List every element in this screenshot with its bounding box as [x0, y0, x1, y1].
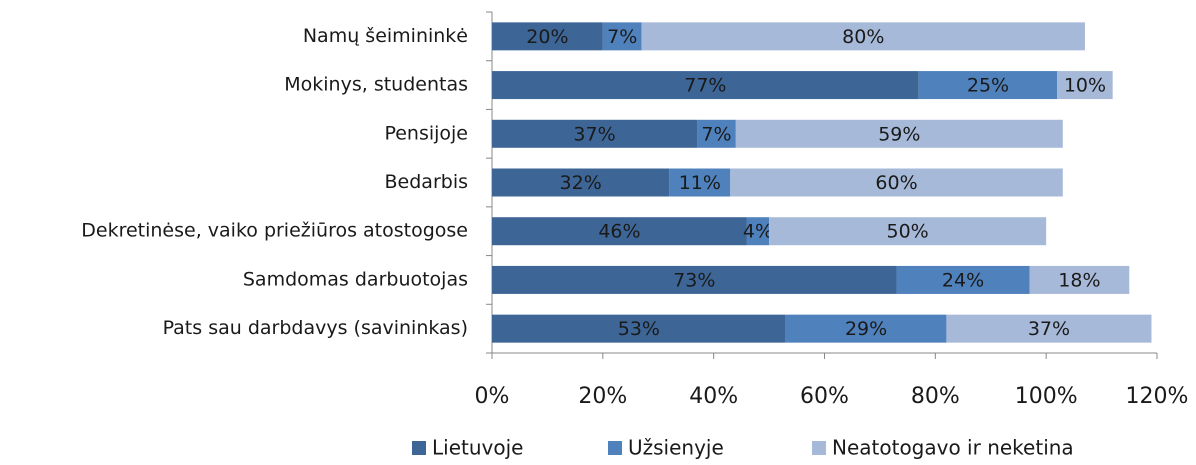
- x-tick-label: 120%: [1126, 384, 1189, 409]
- bar-segment: [492, 217, 747, 246]
- bar-segment: [735, 119, 1063, 148]
- bar-segment: [785, 314, 947, 343]
- category-label: Namų šeimininkė: [303, 25, 468, 47]
- data-label: 7%: [607, 26, 637, 48]
- category-label: Bedarbis: [385, 171, 468, 193]
- category-label: Pats sau darbdavys (savininkas): [163, 317, 468, 339]
- data-label: 25%: [967, 75, 1009, 97]
- bar-segment: [769, 217, 1047, 246]
- bar-segment: [697, 119, 736, 148]
- bar-segment: [896, 265, 1030, 294]
- category-label: Pensijoje: [384, 122, 468, 144]
- data-label: 37%: [1028, 318, 1070, 340]
- legend-swatch: [812, 441, 826, 455]
- data-label: 50%: [887, 221, 929, 243]
- bar-segment: [918, 71, 1058, 100]
- x-tick-label: 40%: [689, 384, 738, 409]
- legend-label: Užsienyje: [628, 436, 724, 460]
- data-label: 24%: [942, 269, 984, 291]
- data-label: 32%: [560, 172, 602, 194]
- category-label: Dekretinėse, vaiko priežiūros atostogose: [81, 220, 468, 242]
- data-label: 20%: [526, 26, 568, 48]
- legend-swatch: [608, 441, 622, 455]
- bar-segment: [641, 22, 1085, 51]
- x-tick-label: 80%: [911, 384, 960, 409]
- data-label: 37%: [573, 123, 615, 145]
- data-label: 73%: [673, 269, 715, 291]
- bar-segment: [492, 22, 603, 51]
- data-label: 10%: [1064, 75, 1106, 97]
- data-label: 18%: [1058, 269, 1100, 291]
- bar-segment: [492, 265, 897, 294]
- bar-segment: [492, 71, 919, 100]
- data-label: 53%: [618, 318, 660, 340]
- data-label: 4%: [743, 221, 773, 243]
- legend-swatch: [412, 441, 426, 455]
- bar-segment: [730, 168, 1063, 197]
- category-label: Samdomas darbuotojas: [243, 268, 468, 290]
- data-label: 80%: [842, 26, 884, 48]
- bar-segment: [946, 314, 1152, 343]
- bar-segment: [1029, 265, 1130, 294]
- data-label: 7%: [701, 123, 731, 145]
- x-tick-label: 60%: [800, 384, 849, 409]
- data-label: 46%: [598, 221, 640, 243]
- category-label: Mokinys, studentas: [284, 74, 468, 96]
- x-tick-label: 20%: [578, 384, 627, 409]
- bar-segment: [492, 314, 786, 343]
- data-label: 11%: [679, 172, 721, 194]
- bar-segment: [492, 119, 698, 148]
- data-label: 29%: [845, 318, 887, 340]
- bar-segment: [602, 22, 642, 51]
- legend-label: Lietuvoje: [432, 436, 523, 460]
- data-label: 59%: [878, 123, 920, 145]
- legend-label: Neatotogavo ir neketina: [832, 436, 1074, 460]
- x-tick-label: 0%: [475, 384, 510, 409]
- bar-segment: [1057, 71, 1113, 100]
- data-label: 77%: [684, 75, 726, 97]
- bar-segment: [746, 217, 770, 246]
- bar-segment: [669, 168, 731, 197]
- x-tick-label: 100%: [1015, 384, 1078, 409]
- bar-segment: [492, 168, 670, 197]
- data-label: 60%: [875, 172, 917, 194]
